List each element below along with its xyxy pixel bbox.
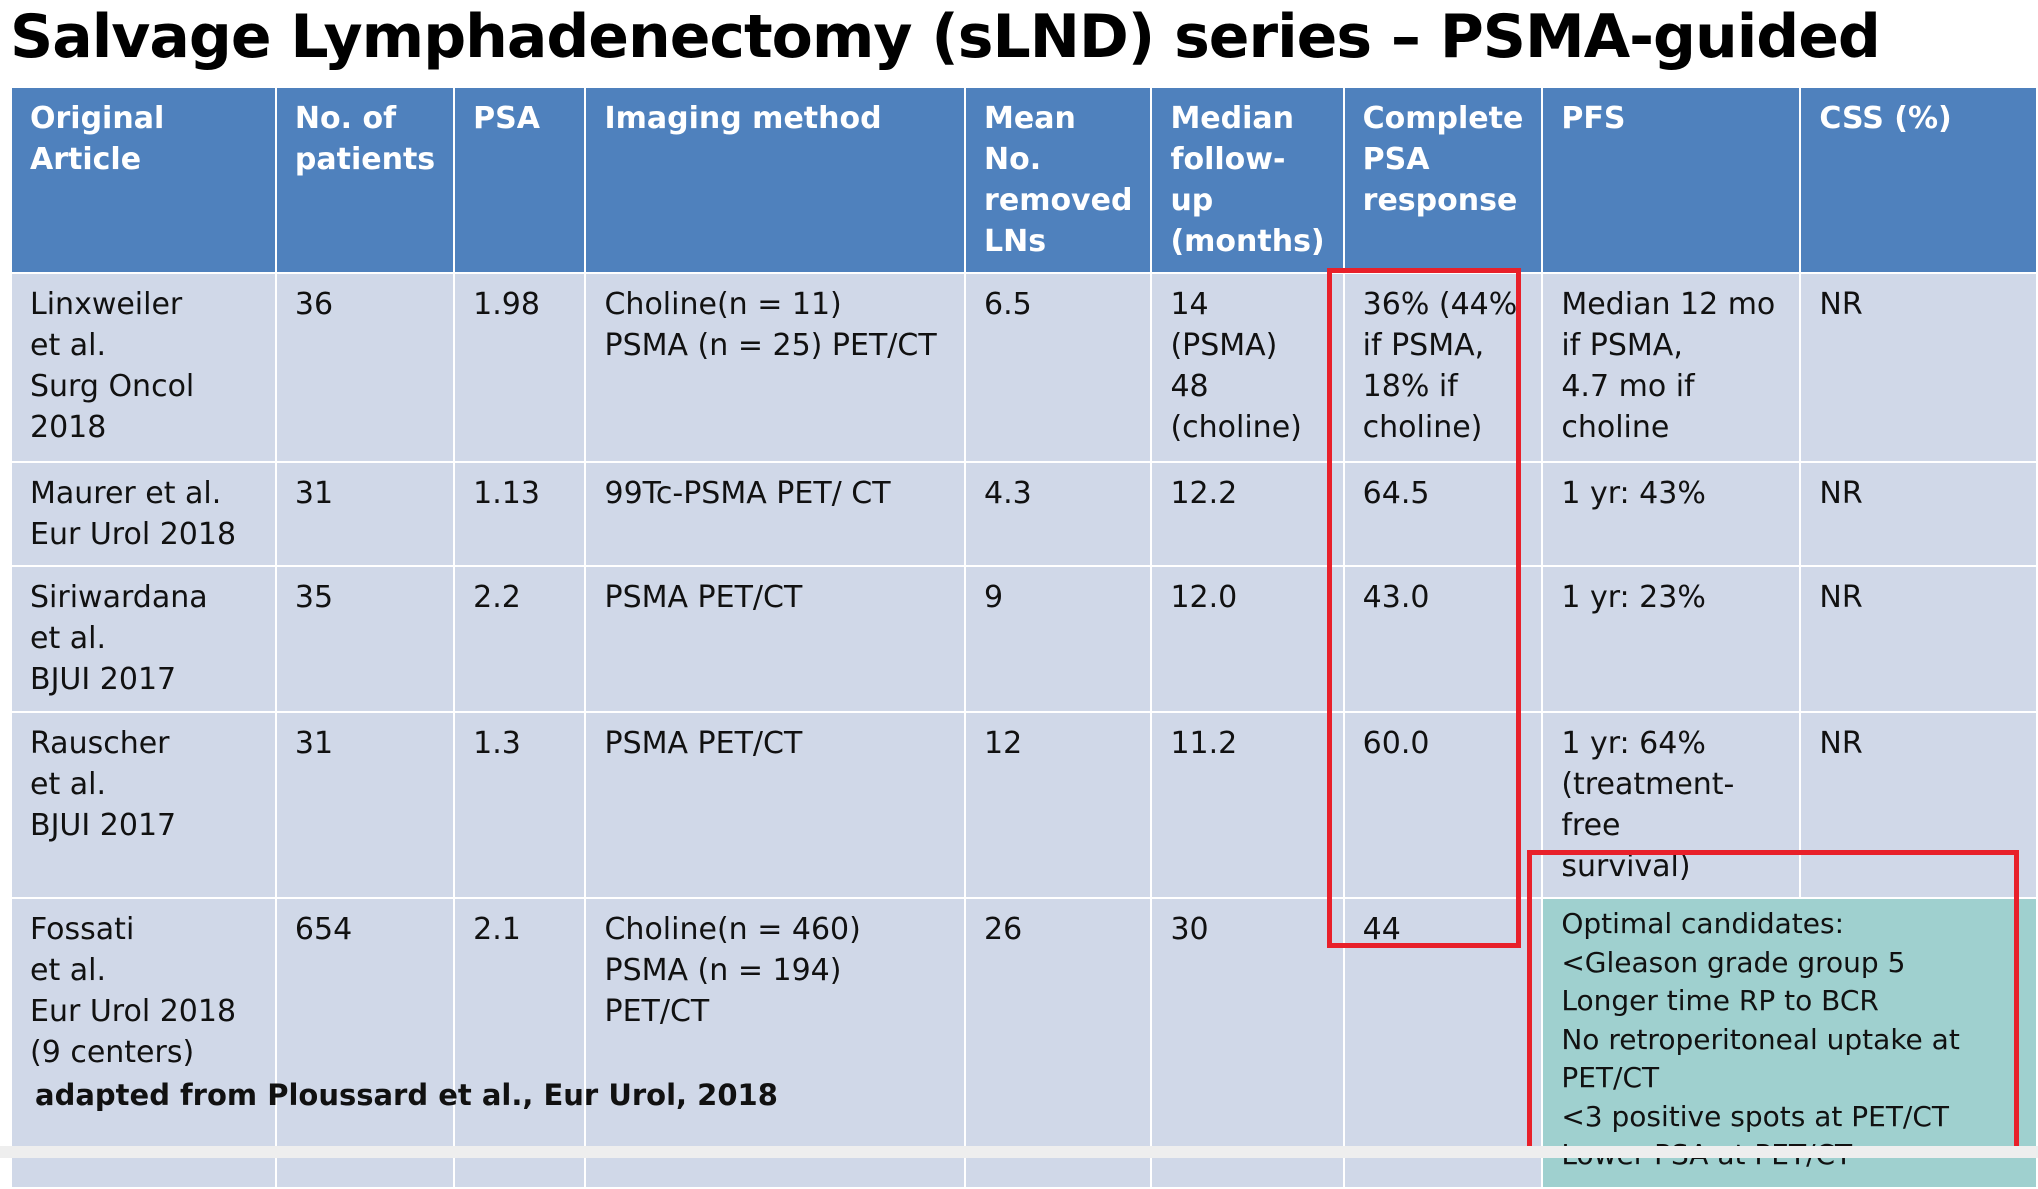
- table-cell: 64.5: [1342, 461, 1544, 567]
- column-header: Imaging method: [584, 86, 967, 274]
- table-cell: Fossati et al. Eur Urol 2018 (9 centers): [10, 897, 277, 1189]
- table-cell: 26: [964, 897, 1153, 1189]
- table-cell: 1 yr: 64% (treatment-free survival): [1541, 711, 1802, 899]
- column-header: Mean No. removed LNs: [964, 86, 1153, 274]
- table-cell: 31: [274, 461, 456, 567]
- table-cell: 44: [1342, 897, 1544, 1189]
- data-table: Original Article No. of patients PSA Imagin…: [10, 86, 2038, 1189]
- table-cell: 36% (44% if PSMA, 18% if choline): [1342, 272, 1544, 463]
- table-cell: 31: [274, 711, 456, 899]
- table-row: Linxweiler et al. Surg Oncol 2018 36 1.98 C…: [10, 272, 2038, 463]
- table-cell: 1.98: [453, 272, 587, 463]
- table-cell: NR: [1799, 272, 2038, 463]
- table-cell: 12.2: [1150, 461, 1345, 567]
- column-header: Complete PSA response: [1342, 86, 1544, 274]
- table-row: Siriwardana et al. BJUI 2017 35 2.2 PSMA PE…: [10, 565, 2038, 713]
- table-cell: 11.2: [1150, 711, 1345, 899]
- table-cell: Linxweiler et al. Surg Oncol 2018: [10, 272, 277, 463]
- table-cell: Rauscher et al. BJUI 2017: [10, 711, 277, 899]
- table-cell: 99Tc-PSMA PET/ CT: [584, 461, 967, 567]
- table-cell: 14 (PSMA) 48 (choline): [1150, 272, 1345, 463]
- table-cell: NR: [1799, 711, 2038, 899]
- column-header: Median follow-up (months): [1150, 86, 1345, 274]
- table-cell: 1.13: [453, 461, 587, 567]
- table-cell: 2.1: [453, 897, 587, 1189]
- table-cell: 4.3: [964, 461, 1153, 567]
- table-cell: PSMA PET/CT: [584, 565, 967, 713]
- table-row: Fossati et al. Eur Urol 2018 (9 centers)…: [10, 897, 2038, 1189]
- table-cell: 1 yr: 23%: [1541, 565, 1802, 713]
- table-cell: 2.2: [453, 565, 587, 713]
- header-row: Original Article No. of patients PSA Imagin…: [10, 86, 2038, 274]
- table-cell: 12: [964, 711, 1153, 899]
- table-cell: 43.0: [1342, 565, 1544, 713]
- table-cell: 30: [1150, 897, 1345, 1189]
- table-cell: 6.5: [964, 272, 1153, 463]
- table-cell: Maurer et al. Eur Urol 2018: [10, 461, 277, 567]
- table-cell: NR: [1799, 565, 2038, 713]
- table-cell: 1 yr: 43%: [1541, 461, 1802, 567]
- column-header: Original Article: [10, 86, 277, 274]
- table-cell: 12.0: [1150, 565, 1345, 713]
- footnote: adapted from Ploussard et al., Eur Urol,…: [35, 1078, 778, 1112]
- table-cell: Median 12 mo if PSMA, 4.7 mo if choline: [1541, 272, 1802, 463]
- column-header: No. of patients: [274, 86, 456, 274]
- table-cell: 1.3: [453, 711, 587, 899]
- table-row: Rauscher et al. BJUI 2017 31 1.3 PSMA PET/C…: [10, 711, 2038, 899]
- slide-title: Salvage Lymphadenectomy (sLND) series – …: [10, 2, 1881, 72]
- table-row: Maurer et al. Eur Urol 2018 31 1.13 99Tc-PS…: [10, 461, 2038, 567]
- column-header: CSS (%): [1799, 86, 2038, 274]
- table-cell: Choline(n = 460) PSMA (n = 194) PET/CT: [584, 897, 967, 1189]
- table-cell: 9: [964, 565, 1153, 713]
- table-cell: NR: [1799, 461, 2038, 567]
- note-cell: Optimal candidates: <Gleason grade group…: [1541, 897, 2038, 1189]
- column-header: PSA: [453, 86, 587, 274]
- bottom-strip: [0, 1146, 2038, 1158]
- table-cell: 36: [274, 272, 456, 463]
- table-cell: Siriwardana et al. BJUI 2017: [10, 565, 277, 713]
- table-cell: 35: [274, 565, 456, 713]
- table-cell: Choline(n = 11) PSMA (n = 25) PET/CT: [584, 272, 967, 463]
- table-cell: 60.0: [1342, 711, 1544, 899]
- column-header: PFS: [1541, 86, 1802, 274]
- table-cell: PSMA PET/CT: [584, 711, 967, 899]
- table-cell: 654: [274, 897, 456, 1189]
